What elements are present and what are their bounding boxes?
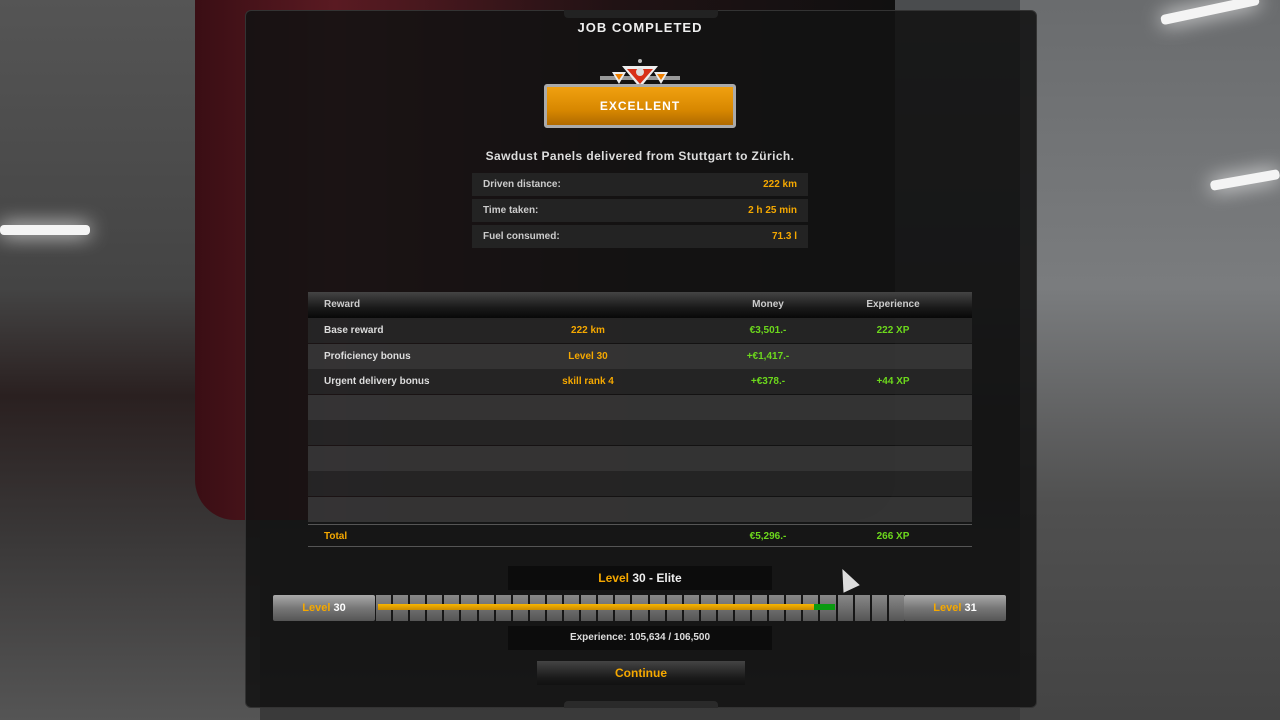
ceiling-lamp xyxy=(0,225,90,235)
continue-button[interactable]: Continue xyxy=(537,661,745,685)
stat-time-taken: Time taken: 2 h 25 min xyxy=(472,199,808,222)
level-word: Level xyxy=(598,571,629,585)
table-row-empty xyxy=(308,395,972,420)
reward-xp: 222 XP xyxy=(876,325,910,336)
current-level-title: Level 30 - Elite xyxy=(508,566,772,590)
reward-name: Urgent delivery bonus xyxy=(324,376,430,387)
rating-emblem-icon xyxy=(600,59,680,88)
table-row-empty xyxy=(308,497,972,522)
reward-detail: skill rank 4 xyxy=(562,376,614,387)
table-row: Base reward 222 km €3,501.- 222 XP xyxy=(308,318,972,343)
table-row: Proficiency bonus Level 30 +€1,417.- xyxy=(308,344,972,369)
xp-segment xyxy=(837,595,853,621)
stat-label: Time taken: xyxy=(483,205,539,216)
page-title: JOB COMPLETED xyxy=(577,20,703,35)
total-xp: 266 XP xyxy=(876,531,910,542)
level-current-label: Level 30 xyxy=(273,595,375,621)
table-row: Urgent delivery bonus skill rank 4 +€378.-… xyxy=(308,369,972,394)
xp-gain-fill xyxy=(814,604,836,610)
reward-name: Base reward xyxy=(324,325,384,336)
stat-value: 222 km xyxy=(763,179,797,190)
total-money: €5,296.- xyxy=(749,531,787,542)
level-number: 30 xyxy=(632,571,646,585)
delivery-summary: Sawdust Panels delivered from Stuttgart … xyxy=(485,149,795,163)
level-number: 31 xyxy=(964,602,977,614)
level-next-label: Level 31 xyxy=(904,595,1006,621)
header-reward: Reward xyxy=(324,299,361,310)
table-total-row: Total €5,296.- 266 XP xyxy=(308,524,972,547)
stat-value: 71.3 l xyxy=(771,231,797,242)
stat-value: 2 h 25 min xyxy=(748,205,797,216)
reward-money: +€378.- xyxy=(750,376,786,387)
xp-segment xyxy=(854,595,870,621)
xp-progress-fill xyxy=(378,604,815,610)
reward-detail: Level 30 xyxy=(568,351,608,362)
reward-name: Proficiency bonus xyxy=(324,351,411,362)
xp-segment xyxy=(888,595,904,621)
header-experience: Experience xyxy=(866,299,920,310)
reward-detail: 222 km xyxy=(571,325,605,336)
stat-fuel-consumed: Fuel consumed: 71.3 l xyxy=(472,225,808,248)
stat-label: Fuel consumed: xyxy=(483,231,560,242)
reward-money: €3,501.- xyxy=(749,325,787,336)
table-row-empty xyxy=(308,471,972,496)
header-money: Money xyxy=(752,299,784,310)
experience-text: Experience: 105,634 / 106,500 xyxy=(508,626,772,650)
panel-top-tab xyxy=(564,10,718,18)
level-rank: - Elite xyxy=(645,571,682,585)
rating-badge: EXCELLENT xyxy=(544,84,736,128)
stat-driven-distance: Driven distance: 222 km xyxy=(472,173,808,196)
background-right xyxy=(1020,0,1280,720)
xp-segment xyxy=(871,595,887,621)
level-word: Level xyxy=(302,602,331,614)
table-row-empty xyxy=(308,420,972,445)
table-row-empty xyxy=(308,446,972,471)
reward-xp: +44 XP xyxy=(876,376,910,387)
total-label: Total xyxy=(324,531,348,542)
level-number: 30 xyxy=(333,602,346,614)
reward-money: +€1,417.- xyxy=(746,351,790,362)
stat-label: Driven distance: xyxy=(483,179,561,190)
reward-table-header: Reward Money Experience xyxy=(308,292,972,318)
panel-bottom-tab xyxy=(564,701,718,708)
level-word: Level xyxy=(933,602,962,614)
